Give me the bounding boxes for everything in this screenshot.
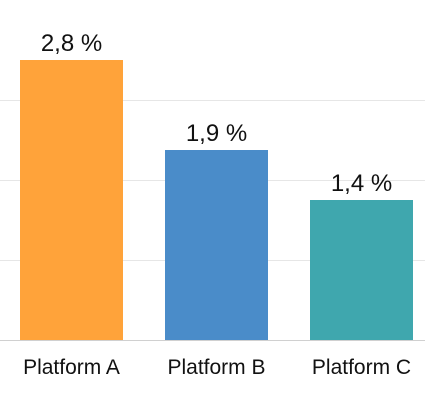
- data-label: 1,9 %: [186, 120, 247, 147]
- bar-platform-c: [310, 200, 413, 340]
- data-label: 2,8 %: [41, 30, 102, 57]
- x-axis-tick-labels: Platform A Platform B Platform C: [23, 356, 411, 379]
- bar-platform-a: [20, 60, 123, 340]
- bar-platform-b: [165, 150, 268, 340]
- x-tick-label: Platform B: [167, 356, 265, 379]
- x-tick-label: Platform C: [312, 356, 411, 379]
- data-labels: 2,8 % 1,9 % 1,4 %: [41, 30, 392, 197]
- bars: [20, 60, 413, 340]
- data-label: 1,4 %: [331, 170, 392, 197]
- x-tick-label: Platform A: [23, 356, 120, 379]
